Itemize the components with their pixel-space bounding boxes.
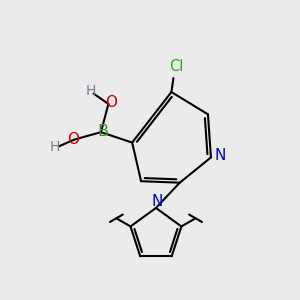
Text: H: H — [86, 84, 96, 98]
Text: N: N — [151, 194, 163, 208]
Text: N: N — [214, 148, 226, 164]
Text: H: H — [50, 140, 60, 154]
Text: O: O — [105, 95, 117, 110]
Text: B: B — [97, 124, 108, 139]
Text: Cl: Cl — [169, 59, 184, 74]
Text: O: O — [68, 131, 80, 146]
